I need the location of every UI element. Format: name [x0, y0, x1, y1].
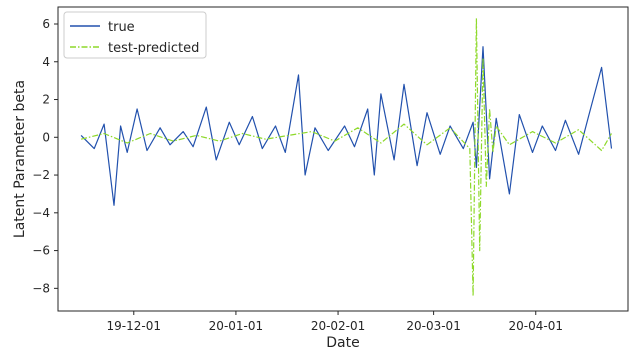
y-tick-label: −6	[32, 244, 50, 258]
plot-frame	[57, 6, 629, 312]
legend-label: true	[108, 20, 135, 35]
x-tick-label: 20-03-01	[406, 319, 460, 333]
y-tick-label: 2	[42, 93, 50, 107]
x-tick-label: 20-04-01	[509, 319, 563, 333]
legend-box	[63, 11, 207, 59]
y-axis-label: Latent Parameter beta	[12, 80, 28, 238]
legend: true test-predicted	[63, 11, 207, 59]
x-axis-label: Date	[326, 335, 359, 351]
y-axis-ticks: 6 4 2 0 −2 −4 −6 −8	[32, 17, 58, 295]
plot-area: 19-12-01 20-01-01 20-02-01 20-03-01 20-04-01…	[32, 6, 629, 333]
y-tick-label: 4	[42, 55, 50, 69]
x-tick-label: 19-12-01	[107, 319, 161, 333]
x-tick-label: 20-02-01	[311, 319, 365, 333]
x-tick-label: 20-01-01	[209, 319, 263, 333]
y-tick-label: −2	[32, 168, 50, 182]
x-axis-ticks: 19-12-01 20-01-01 20-02-01 20-03-01 20-04-01	[107, 311, 563, 333]
legend-label: test-predicted	[108, 41, 199, 56]
y-tick-label: −4	[32, 206, 50, 220]
series-layer	[80, 17, 613, 297]
y-tick-label: −8	[32, 281, 50, 295]
y-tick-label: 0	[42, 130, 50, 144]
y-tick-label: 6	[42, 17, 50, 31]
series-line-true	[80, 46, 613, 206]
series-line-test-predicted	[80, 17, 613, 297]
